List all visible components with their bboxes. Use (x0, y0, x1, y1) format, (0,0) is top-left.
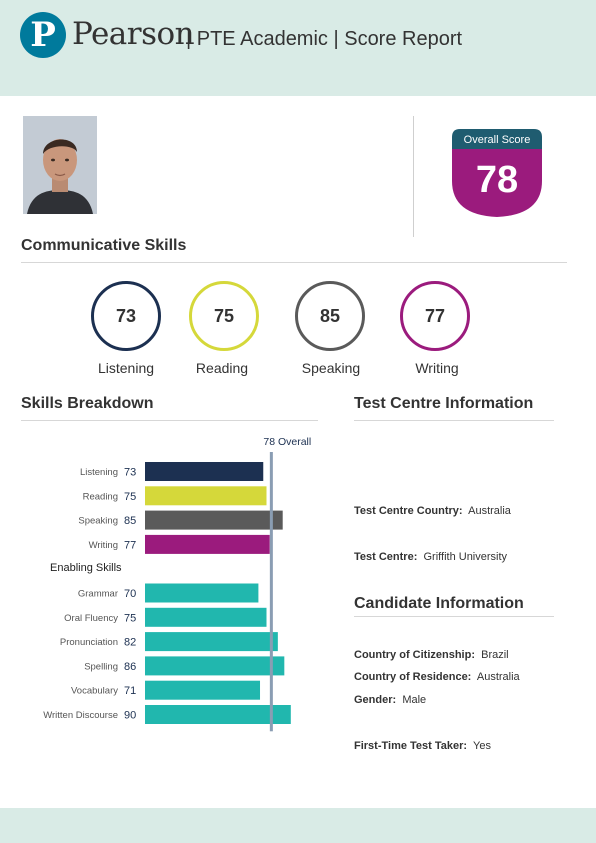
enabling-skills-heading: Enabling Skills (50, 562, 122, 574)
bar-written-discourse (145, 705, 291, 724)
listening-score: 73 (115, 306, 137, 326)
residence-row: Country of Residence: Australia (354, 670, 520, 684)
residence-value: Australia (476, 671, 520, 683)
bar-value-written-discourse: 90 (124, 710, 136, 722)
bar-label-grammar: Grammar (78, 589, 118, 600)
bar-oral-fluency (145, 607, 267, 627)
first-time-label: First-Time Test Taker: (354, 740, 468, 752)
citizenship-value: Brazil (481, 649, 509, 661)
candidate-info-rule (354, 616, 554, 617)
pearson-logo-icon: P (20, 12, 66, 58)
overall-score-badge: Overall Score 78 (452, 129, 542, 217)
test-centre-country-row: Test Centre Country: Australia (354, 504, 511, 518)
test-centre-row: Test Centre: Griffith University (354, 550, 507, 564)
bar-label-reading: Reading (83, 491, 118, 502)
bar-speaking (145, 510, 283, 530)
reading-score-ring: 75 (189, 281, 259, 351)
communicative-skills-title: Communicative Skills (21, 237, 187, 254)
bar-label-writing: Writing (89, 540, 118, 551)
test-centre-label: Test Centre: (354, 551, 418, 563)
bar-label-vocabulary: Vocabulary (71, 686, 118, 697)
bar-value-listening: 73 (124, 467, 136, 479)
gender-row: Gender: Male (354, 693, 426, 707)
writing-score: 77 (424, 306, 446, 326)
test-centre-value: Griffith University (423, 551, 508, 563)
report-footer (0, 808, 596, 843)
divider-vertical (413, 116, 414, 237)
bar-grammar (145, 583, 259, 603)
reading-score: 75 (213, 306, 235, 326)
speaking-score-ring: 85 (295, 281, 365, 351)
test-centre-title: Test Centre Information (354, 395, 534, 412)
bar-value-grammar: 70 (124, 588, 136, 600)
skills-bar-chart: Listening 73 Reading 75 Speaking 85 Writing 77E… (43, 436, 311, 732)
bar-label-speaking: Speaking (78, 516, 118, 527)
bar-label-spelling: Spelling (84, 661, 118, 672)
gender-label: Gender: (354, 694, 397, 706)
overall-score-value: 78 (475, 159, 519, 201)
bar-writing (145, 534, 270, 554)
bar-label-written-discourse: Written Discourse (43, 710, 118, 721)
bar-label-pronunciation: Pronunciation (60, 637, 118, 648)
brand-name: Pearson (72, 16, 195, 52)
overall-score-shield (452, 149, 542, 217)
bar-vocabulary (145, 680, 261, 700)
overall-marker-label: 78 Overall (263, 436, 311, 448)
report-header: P Pearson | PTE Academic | Score Report (0, 0, 596, 96)
listening-label: Listening (97, 360, 155, 376)
bar-reading (145, 486, 267, 506)
test-centre-country-value: Australia (468, 505, 511, 517)
bar-value-writing: 77 (124, 539, 136, 551)
communicative-rule (21, 262, 567, 263)
skills-breakdown-chart: Listening 73 Reading 75 Speaking 85 Writing 77 E… (20, 430, 330, 732)
writing-score-ring: 77 (400, 281, 470, 351)
test-centre-country-label: Test Centre Country: (354, 505, 463, 517)
skills-breakdown-rule (21, 420, 318, 421)
bar-value-speaking: 85 (124, 515, 136, 527)
bar-pronunciation (145, 632, 278, 652)
bar-value-pronunciation: 82 (124, 637, 136, 649)
candidate-photo (23, 116, 97, 214)
overall-label-bg (452, 129, 542, 149)
citizenship-row: Country of Citizenship: Brazil (354, 648, 509, 662)
bar-value-vocabulary: 71 (124, 685, 136, 697)
residence-label: Country of Residence: (354, 671, 472, 683)
candidate-info-title: Candidate Information (354, 595, 524, 612)
first-time-value: Yes (473, 740, 491, 752)
overall-score-label: Overall Score (463, 134, 531, 146)
bar-listening (145, 462, 264, 481)
gender-value: Male (402, 694, 427, 706)
report-title: | PTE Academic | Score Report (186, 28, 463, 50)
first-time-row: First-Time Test Taker: Yes (354, 739, 491, 753)
bar-label-listening: Listening (80, 467, 118, 478)
bar-value-reading: 75 (124, 491, 136, 503)
test-centre-rule (354, 420, 554, 421)
overall-marker-line (269, 452, 273, 732)
skills-breakdown-title: Skills Breakdown (21, 395, 154, 412)
bar-label-oral-fluency: Oral Fluency (64, 613, 118, 624)
citizenship-label: Country of Citizenship: (354, 649, 475, 661)
speaking-label: Speaking (301, 360, 361, 376)
writing-label: Writing (415, 360, 459, 376)
listening-score-ring: 73 (91, 281, 161, 351)
bar-value-oral-fluency: 75 (124, 612, 136, 624)
speaking-score: 85 (319, 306, 341, 326)
reading-label: Reading (195, 360, 249, 376)
bar-spelling (145, 656, 285, 676)
bar-value-spelling: 86 (124, 661, 136, 673)
